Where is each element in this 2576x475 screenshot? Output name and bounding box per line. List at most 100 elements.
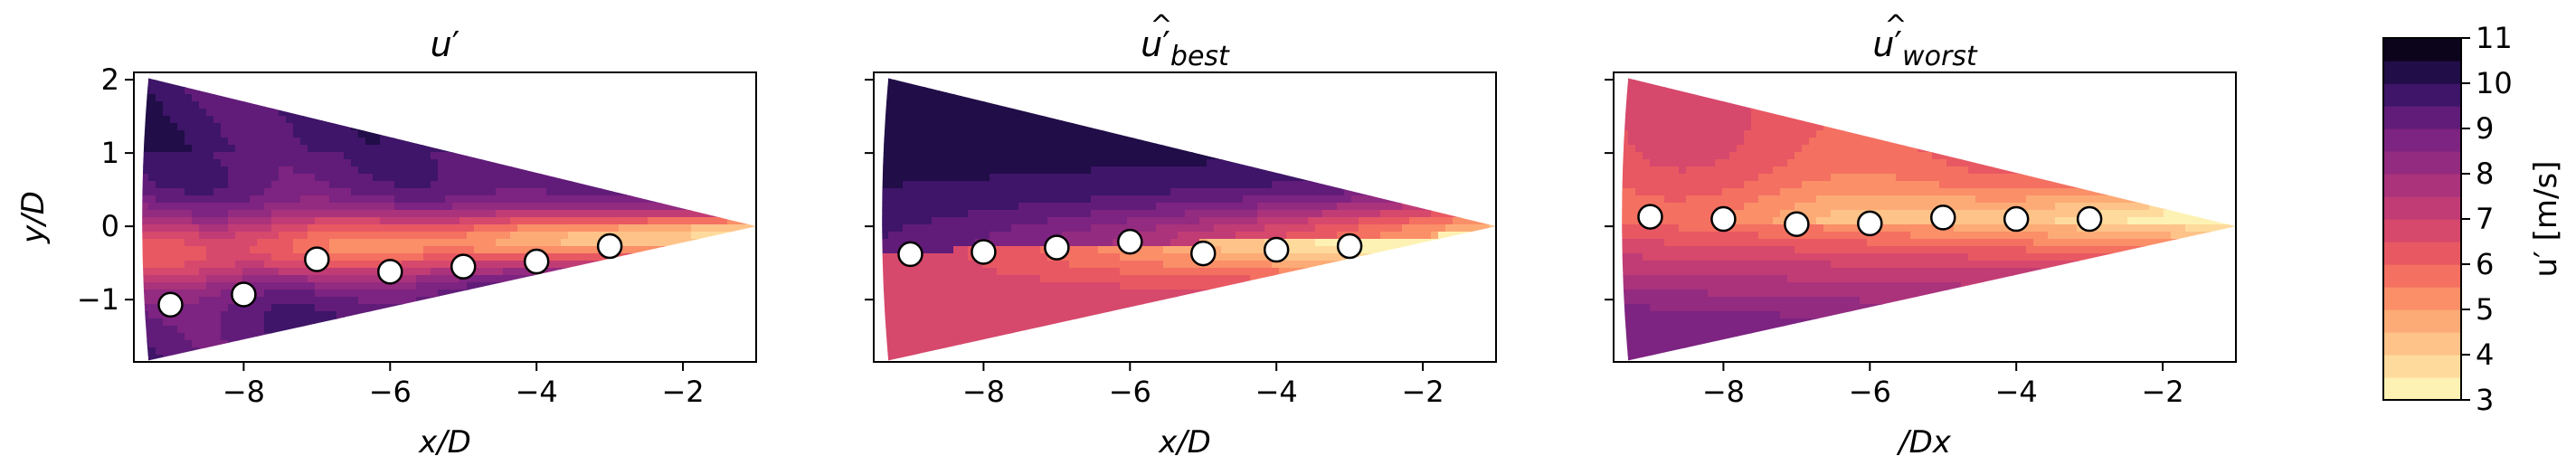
contour-cell <box>300 224 308 233</box>
contour-cell <box>503 87 511 95</box>
contour-cell <box>142 94 149 102</box>
contour-cell <box>1134 174 1142 182</box>
contour-cell <box>990 224 998 233</box>
contour-cell <box>982 311 990 319</box>
contour-cell <box>394 318 402 327</box>
contour-cell <box>713 224 721 233</box>
contour-cell <box>554 181 562 189</box>
contour-cell <box>308 101 316 109</box>
contour-cell <box>924 188 933 196</box>
contour-cell <box>546 138 554 146</box>
contour-cell <box>1033 253 1041 261</box>
contour-cell <box>1098 290 1106 298</box>
contour-cell <box>525 340 533 348</box>
contour-cell <box>917 130 925 138</box>
contour-cell <box>626 116 634 124</box>
contour-cell <box>910 78 918 81</box>
contour-cell <box>903 340 911 348</box>
contour-cell <box>1062 87 1070 95</box>
contour-cell <box>199 159 207 167</box>
contour-cell <box>344 109 352 117</box>
contour-cell <box>582 268 591 276</box>
contour-cell <box>271 239 279 247</box>
contour-cell <box>279 304 287 312</box>
contour-cell <box>582 94 591 102</box>
contour-cell <box>452 239 460 247</box>
contour-cell <box>727 116 735 124</box>
contour-cell <box>626 268 634 276</box>
contour-cell <box>713 217 721 225</box>
contour-cell <box>431 275 439 283</box>
contour-cell <box>698 138 706 146</box>
contour-cell <box>990 101 998 109</box>
contour-cell <box>669 123 677 131</box>
contour-cell <box>416 152 424 160</box>
contour-cell <box>148 130 156 138</box>
contour-cell <box>1069 246 1077 254</box>
contour-cell <box>1127 297 1135 305</box>
contour-cell <box>982 333 990 341</box>
contour-cell <box>308 333 316 341</box>
contour-cell <box>286 311 294 319</box>
contour-cell <box>655 304 663 312</box>
contour-cell <box>619 188 627 196</box>
contour-cell <box>1120 94 1128 102</box>
contour-cell <box>170 217 178 225</box>
contour-cell <box>539 109 547 117</box>
contour-cell <box>496 347 504 356</box>
contour-cell <box>250 166 258 175</box>
contour-cell <box>503 333 511 341</box>
contour-cell <box>734 188 743 196</box>
contour-cell <box>655 138 663 146</box>
contour-cell <box>648 326 656 334</box>
contour-cell <box>445 261 453 269</box>
contour-cell <box>525 239 533 247</box>
contour-cell <box>633 282 641 290</box>
contour-cell <box>402 311 410 319</box>
contour-cell <box>888 159 896 167</box>
contour-cell <box>394 145 402 153</box>
contour-cell <box>351 217 359 225</box>
contour-cell <box>677 152 685 160</box>
contour-cell <box>503 326 511 334</box>
contour-cell <box>387 217 395 225</box>
contour-cell <box>932 159 940 167</box>
contour-cell <box>888 347 896 356</box>
contour-cell <box>329 297 337 305</box>
contour-cell <box>286 78 294 81</box>
contour-cell <box>213 268 222 276</box>
contour-cell <box>192 333 200 341</box>
contour-cell <box>532 80 540 88</box>
contour-cell <box>561 80 569 88</box>
contour-cell <box>1084 347 1092 356</box>
contour-cell <box>481 318 489 327</box>
contour-cell <box>874 203 882 211</box>
contour-cell <box>394 166 402 175</box>
contour-cell <box>597 290 605 298</box>
contour-cell <box>235 224 243 233</box>
contour-cell <box>1127 80 1135 88</box>
contour-cell <box>626 174 634 182</box>
contour-cell <box>1084 311 1092 319</box>
contour-cell <box>517 145 526 153</box>
contour-cell <box>344 203 352 211</box>
contour-cell <box>1105 282 1113 290</box>
contour-cell <box>975 138 983 146</box>
contour-cell <box>1011 109 1019 117</box>
contour-cell <box>1055 109 1063 117</box>
contour-cell <box>300 275 308 283</box>
contour-cell <box>554 239 562 247</box>
contour-cell <box>982 94 990 102</box>
contour-cell <box>431 159 439 167</box>
contour-cell <box>1127 130 1135 138</box>
contour-cell <box>250 130 258 138</box>
contour-cell <box>423 166 431 175</box>
contour-cell <box>156 159 164 167</box>
contour-cell <box>1105 333 1113 341</box>
contour-cell <box>199 87 207 95</box>
contour-cell <box>481 109 489 117</box>
contour-cell <box>351 268 359 276</box>
contour-cell <box>1040 347 1048 356</box>
contour-cell <box>669 224 677 233</box>
contour-cell <box>409 181 417 189</box>
